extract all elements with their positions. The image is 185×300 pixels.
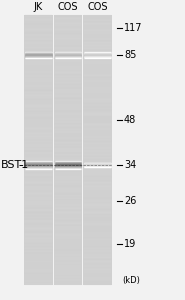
Text: (kD): (kD) [122,276,140,285]
Text: 117: 117 [124,23,142,33]
Text: 34: 34 [124,160,136,170]
Text: BST1: BST1 [1,160,29,170]
Bar [83,15,112,285]
Text: 48: 48 [124,116,136,125]
Bar [54,15,82,285]
Bar [24,15,53,285]
Text: 19: 19 [124,238,136,249]
Text: 26: 26 [124,196,136,206]
Text: 85: 85 [124,50,136,60]
Text: COS: COS [87,2,108,12]
Text: JK: JK [34,2,43,12]
Text: COS: COS [58,2,78,12]
